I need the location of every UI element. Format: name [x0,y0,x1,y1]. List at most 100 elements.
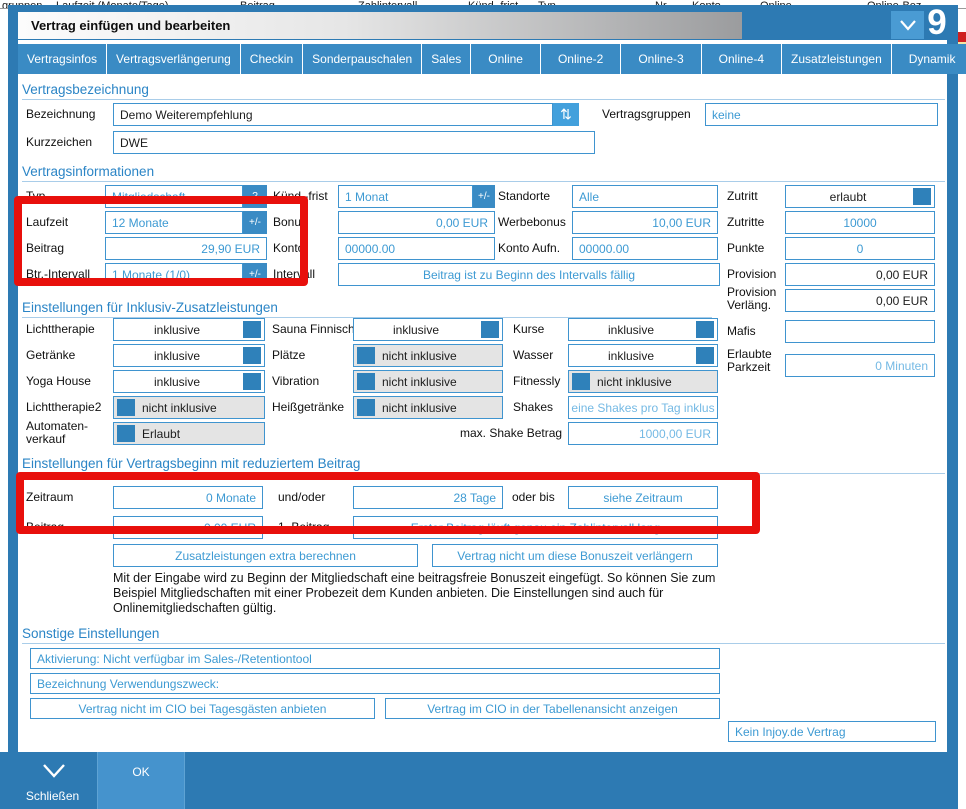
tab-online-4[interactable]: Online-4 [701,44,782,74]
plaetze-toggle[interactable]: nicht inklusive [353,344,503,367]
tab-sonderpauschalen[interactable]: Sonderpauschalen [303,44,422,74]
tab-bar: Vertragsinfos Vertragsverlängerung Check… [18,44,966,74]
btr-intervall-plusminus-button[interactable]: +/- [243,263,267,286]
kuendfrist-input[interactable]: 1 Monat [338,185,473,208]
collapse-button[interactable] [891,11,924,39]
aktivierung-button[interactable]: Aktivierung: Nicht verfügbar im Sales-/R… [30,648,720,669]
automatenverkauf-toggle[interactable]: Erlaubt [113,422,265,445]
laufzeit-input[interactable]: 12 Monate [105,211,243,234]
lichttherapie2-toggle[interactable]: nicht inklusive [113,396,265,419]
shakes-input[interactable]: eine Shakes pro Tag inklus [568,396,718,419]
bg-col-header: Typ [538,0,556,8]
laufzeit-label: Laufzeit [26,215,69,229]
intervall-label: Intervall [273,267,316,281]
tab-dynamik[interactable]: Dynamik [891,44,966,74]
app-logo: 9 [927,3,947,42]
wasser-toggle[interactable]: inklusive [568,344,718,367]
vertragsgruppen-input[interactable]: keine [705,103,938,126]
kurzzeichen-input[interactable]: DWE [113,131,595,154]
yoga-house-label: Yoga House [26,374,91,388]
typ-help-button[interactable]: ? [243,185,267,208]
zeitraum-tage-input[interactable]: 28 Tage [353,486,503,509]
cio-tabellenansicht-button[interactable]: Vertrag im CIO in der Tabellenansicht an… [385,698,720,719]
konto-aufn-label: Konto Aufn. [498,241,561,255]
yoga-house-toggle[interactable]: inklusive [113,370,265,393]
dialog-title: Vertrag einfügen und bearbeiten [31,18,231,33]
ok-button[interactable]: OK [97,752,185,809]
undoder-label: und/oder [278,490,326,504]
tab-vertragsinfos[interactable]: Vertragsinfos [18,44,107,74]
tab-zusatzleistungen[interactable]: Zusatzleistungen [782,44,891,74]
mafis-input[interactable] [785,320,935,343]
lichttherapie2-label: Lichttherapie2 [26,400,102,414]
mafis-label: Mafis [727,324,756,338]
bg-col-header: Zahlintervall [358,0,417,8]
btr-intervall-label: Btr.-Intervall [26,267,91,281]
zutritt-value: erlaubt [829,190,867,204]
bonus-input[interactable]: 0,00 EUR [338,211,495,234]
schliessen-button[interactable]: Schließen [8,752,97,809]
bg-col-header: Künd.-frist [468,0,518,8]
heissgetraenke-toggle[interactable]: nicht inklusive [353,396,503,419]
zeitraum-monate-input[interactable]: 0 Monate [113,486,263,509]
bezeichnung-input[interactable]: Demo Weiterempfehlung [113,103,553,126]
provision-input[interactable]: 0,00 EUR [785,263,935,286]
bg-col-header: Beitrag [240,0,275,8]
kuendfrist-plusminus-button[interactable]: +/- [473,185,495,208]
vertragsgruppen-label: Vertragsgruppen [602,107,691,121]
werbebonus-label: Werbebonus [498,215,566,229]
fitnessly-toggle[interactable]: nicht inklusive [568,370,718,393]
konto-input[interactable]: 00000.00 [338,237,495,260]
verwendungszweck-button[interactable]: Bezeichnung Verwendungszweck: [30,673,720,694]
konto-aufn-input[interactable]: 00000.00 [572,237,718,260]
bonuszeit-verlaengern-button[interactable]: Vertrag nicht um diese Bonuszeit verläng… [432,544,718,567]
kein-injoy-vertrag-button[interactable]: Kein Injoy.de Vertrag [728,721,936,742]
beitrag-input[interactable]: 29,90 EUR [105,237,267,260]
bg-col-header: Nr. [655,0,669,8]
tab-online-3[interactable]: Online-3 [621,44,701,74]
tab-online[interactable]: Online [471,44,540,74]
tab-checkin[interactable]: Checkin [240,44,303,74]
section-divider [22,99,945,100]
vibration-toggle[interactable]: nicht inklusive [353,370,503,393]
vibration-label: Vibration [272,374,320,388]
cio-tagesgaeste-button[interactable]: Vertrag nicht im CIO bei Tagesgästen anb… [30,698,375,719]
lichttherapie-toggle[interactable]: inklusive [113,318,265,341]
sauna-finnisch-toggle[interactable]: inklusive [353,318,503,341]
section-heading-sonstige: Sonstige Einstellungen [22,626,160,641]
max-shake-betrag-label: max. Shake Betrag [460,426,563,440]
getraenke-toggle[interactable]: inklusive [113,344,265,367]
siehe-zeitraum-button[interactable]: siehe Zeitraum [568,486,718,509]
werbebonus-input[interactable]: 10,00 EUR [572,211,718,234]
tab-online-2[interactable]: Online-2 [540,44,621,74]
zutritte-label: Zutritte [727,215,765,229]
zutritt-toggle[interactable]: erlaubt [785,185,935,208]
btr-intervall-input[interactable]: 1 Monate (1/0) [105,263,243,286]
kurse-toggle[interactable]: inklusive [568,318,718,341]
intervall-faellig-button[interactable]: Beitrag ist zu Beginn des Intervalls fäl… [338,263,720,286]
bg-col-header: Konto [692,0,721,8]
tab-vertragsverlaengerung[interactable]: Vertragsverlängerung [107,44,240,74]
toggle-knob-icon [117,399,135,416]
punkte-input[interactable]: 0 [785,237,935,260]
laufzeit-plusminus-button[interactable]: +/- [243,211,267,234]
toggle-knob-icon [696,321,714,338]
provision-verlaeng-input[interactable]: 0,00 EUR [785,289,935,312]
max-shake-betrag-input[interactable]: 1000,00 EUR [568,422,718,445]
swap-icon[interactable]: ⇅ [553,103,579,126]
dialog-titlebar[interactable]: Vertrag einfügen und bearbeiten [18,12,742,39]
zusatzleistungen-extra-button[interactable]: Zusatzleistungen extra berechnen [113,544,418,567]
punkte-label: Punkte [727,241,765,255]
standorte-input[interactable]: Alle [572,185,718,208]
tab-sales[interactable]: Sales [422,44,471,74]
typ-input[interactable]: Mitgliedschaft [105,185,243,208]
zutritte-input[interactable]: 10000 [785,211,935,234]
section-heading-vertragsinformationen: Vertragsinformationen [22,164,155,179]
bonuszeit-note: Mit der Eingabe wird zu Beginn der Mitgl… [113,571,716,615]
reduziert-beitrag-input[interactable]: 0,00 EUR [113,516,263,539]
reduziert-beitrag-label: Beitrag [26,520,65,534]
bg-col-header: Online-Bez [867,0,921,8]
parkzeit-input[interactable]: 0 Minuten [785,354,935,377]
erster-beitrag-button[interactable]: Erster Beitrag läuft genau ein Zahlinter… [353,516,718,539]
toggle-knob-icon [481,321,499,338]
